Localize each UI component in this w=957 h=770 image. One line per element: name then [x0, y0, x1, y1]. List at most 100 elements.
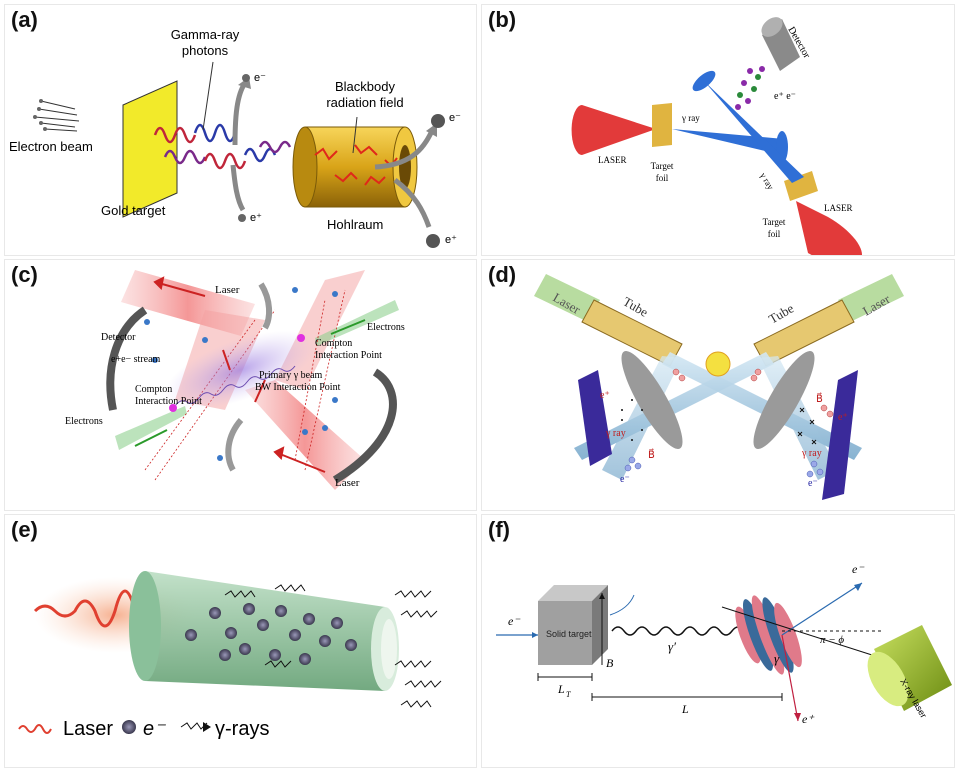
label-solid-target: Solid target: [546, 629, 592, 639]
label-b: B⃗: [606, 656, 623, 670]
panel-label-a: (a): [11, 7, 38, 32]
legend-laser: Laser: [63, 718, 113, 740]
label-eplus-right: e⁺: [838, 412, 848, 423]
panel-label-e: (e): [11, 517, 38, 542]
legend: [18, 720, 211, 734]
label-detector: Detector: [101, 332, 136, 343]
label-bw: BW Interaction Point: [255, 382, 341, 393]
electron-beam-arrows: [34, 100, 80, 132]
xray-pulse: [735, 595, 802, 675]
panel-label-f: (f): [488, 517, 510, 542]
panel-d: Laser Laser Tube Tube e⁺ e⁻ e⁻ e⁺ γ ray …: [481, 259, 955, 511]
laser-2: [796, 201, 862, 255]
label-laser-1: LASER: [598, 155, 627, 165]
xray-laser: [867, 625, 952, 711]
panel-c: Laser Laser Detector e+e− stream Electro…: [4, 259, 477, 511]
electrons: [185, 603, 357, 665]
label-l: L: [681, 702, 689, 716]
label-eplus-left: e⁺: [600, 390, 610, 401]
electron-particle: [242, 74, 250, 82]
gold-target: [122, 80, 178, 218]
mirror-left: [621, 351, 683, 449]
panel-b-figure: Detector e⁺ e⁻ γ ray γ ray LASER LASER T…: [571, 17, 862, 255]
label-compton-r1: Compton: [315, 338, 352, 349]
detector: [761, 17, 800, 71]
label-gamma-2: photons: [182, 43, 229, 58]
interaction-point: [705, 351, 731, 377]
target-foil-1: [652, 103, 672, 147]
panel-c-figure: Laser Laser Detector e+e− stream Electro…: [65, 270, 405, 490]
label-laser-top: Laser: [215, 284, 240, 296]
laser-left: [534, 274, 600, 322]
primary-gamma-beam: [174, 365, 296, 407]
label-foil-2a: Target: [763, 217, 786, 227]
label-electrons-right: Electrons: [367, 322, 405, 333]
label-gamma-2: γ ray: [758, 170, 776, 192]
label-gamma: γ: [774, 651, 780, 666]
pair-particles: [144, 287, 338, 461]
legend-electron-icon: [122, 720, 136, 734]
label-compton-l1: Compton: [135, 384, 172, 395]
solid-target: [538, 585, 608, 665]
panel-e-figure: Laser e⁻ γ-rays: [18, 571, 442, 740]
mirror-right: [753, 351, 815, 449]
panel-e: Laser e⁻ γ-rays (e): [4, 514, 477, 768]
panel-label-d: (d): [488, 262, 517, 287]
label-blackbody-1: Blackbody: [335, 79, 395, 94]
label-gold-target: Gold target: [101, 203, 166, 218]
e-minus-track: [232, 81, 248, 146]
label-foil-2b: foil: [768, 229, 781, 239]
label-e-out-minus: e⁻: [852, 562, 865, 576]
detector-right: [332, 368, 397, 484]
label-e-minus-right: e⁻: [449, 112, 461, 124]
label-primary: Primary γ beam: [259, 370, 323, 381]
legend-laser-icon: [18, 724, 52, 734]
panel-b: Detector e⁺ e⁻ γ ray γ ray LASER LASER T…: [481, 4, 955, 256]
label-gamma-prime: γ′: [668, 639, 676, 654]
label-pair: e⁺ e⁻: [774, 91, 796, 102]
legend-electron: e⁻: [143, 718, 166, 740]
label-gamma-1: Gamma-ray: [171, 27, 240, 42]
panel-d-figure: Laser Laser Tube Tube e⁺ e⁻ e⁻ e⁺ γ ray …: [534, 274, 904, 500]
positron-particle: [238, 214, 246, 222]
label-laser-2: LASER: [824, 203, 853, 213]
e-plus-track: [230, 164, 246, 212]
label-e-plus-right: e⁺: [445, 234, 457, 246]
panel-f-figure: e⁻ Solid target B⃗ γ′ γ e⁻ e⁺ π − ϕ X-ra…: [496, 562, 952, 726]
screen-right: [822, 370, 858, 500]
screen-left: [578, 370, 612, 466]
label-b-right: B⃗: [816, 392, 823, 405]
panel-a: Gamma-ray photons Electron beam Gold tar…: [4, 4, 477, 256]
panel-f: e⁻ Solid target B⃗ γ′ γ e⁻ e⁺ π − ϕ X-ra…: [481, 514, 955, 768]
gamma-photons: [153, 123, 292, 170]
gamma-beam-1: [672, 129, 784, 155]
panel-label-b: (b): [488, 7, 517, 32]
panel-a-figure: Gamma-ray photons Electron beam Gold tar…: [9, 27, 461, 248]
label-b-left: B⃗: [648, 448, 655, 461]
plasma-channel: [129, 571, 399, 691]
label-e-in: e⁻: [508, 614, 521, 628]
label-electrons-left: Electrons: [65, 416, 103, 427]
laser-right: [838, 274, 904, 322]
laser-1: [571, 105, 656, 155]
legend-gamma-icon: [180, 722, 208, 730]
detector-left: [106, 306, 148, 411]
label-compton-l2: Interaction Point: [135, 396, 202, 407]
label-foil-1a: Target: [651, 161, 674, 171]
label-e-plus-bottom: e⁺: [250, 212, 262, 224]
label-compton-r2: Interaction Point: [315, 350, 382, 361]
panel-label-c: (c): [11, 262, 38, 287]
electron-particle-right: [431, 114, 445, 128]
label-eminus-right: e⁻: [808, 478, 818, 489]
label-e-minus-top: e⁻: [254, 72, 266, 84]
label-foil-1b: foil: [656, 173, 669, 183]
label-gamma-1: γ ray: [681, 113, 700, 123]
label-e-out-plus: e⁺: [802, 712, 815, 726]
label-gamma-right: γ ray: [801, 448, 822, 459]
label-tube-right: Tube: [766, 300, 796, 326]
label-lt: L: [557, 682, 565, 696]
label-electron-beam: Electron beam: [9, 139, 93, 154]
label-hohlraum: Hohlraum: [327, 217, 383, 232]
label-eminus-left: e⁻: [620, 474, 630, 485]
pair-particles: [735, 66, 765, 110]
